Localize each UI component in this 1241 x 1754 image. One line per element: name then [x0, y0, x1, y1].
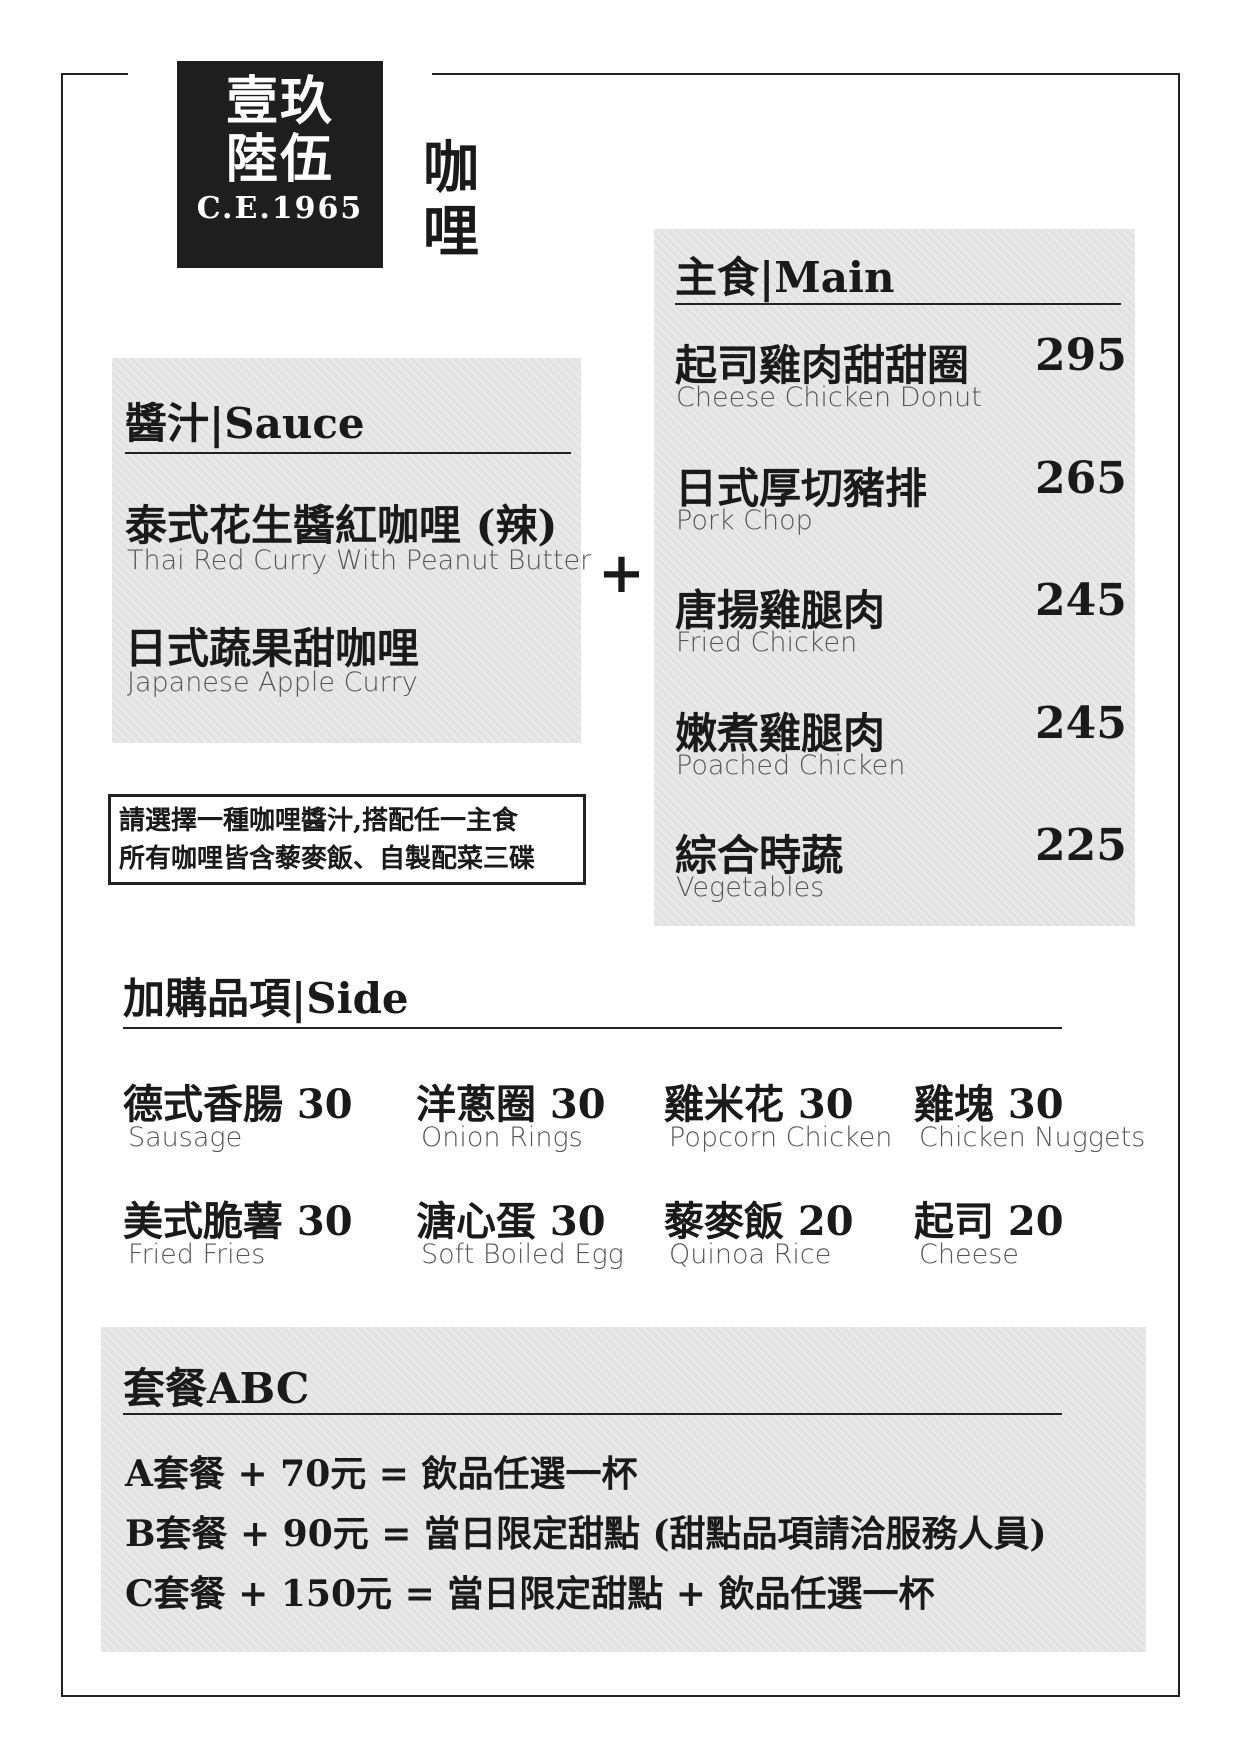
main-item-en: Vegetables: [676, 872, 825, 903]
side-item-zh: 雞米花 30: [664, 1081, 854, 1128]
main-item-price: 265: [1035, 452, 1127, 504]
divider: [675, 303, 1121, 305]
sauce-heading: 醬汁|Sauce: [125, 399, 365, 448]
menu-frame: [61, 73, 1180, 1697]
side-item-en: Fried Fries: [128, 1239, 266, 1270]
main-item-zh: 日式厚切豬排: [675, 463, 928, 513]
main-item-price: 245: [1035, 697, 1127, 749]
side-item-en: Chicken Nuggets: [919, 1122, 1146, 1153]
main-item-en: Pork Chop: [676, 504, 813, 536]
side-item-en: Cheese: [919, 1239, 1019, 1270]
side-item-en: Sausage: [128, 1122, 243, 1153]
main-item-en: Fried Chicken: [676, 627, 858, 658]
combo-line-c: C套餐 + 150元 = 當日限定甜點 + 飲品任選一杯: [125, 1573, 935, 1615]
side-item-zh: 溏心蛋 30: [416, 1198, 606, 1245]
page-title: 咖哩: [423, 135, 479, 265]
combo-line-a: A套餐 + 70元 = 飲品任選一杯: [125, 1453, 638, 1495]
main-item-price: 245: [1035, 575, 1127, 626]
main-item-zh: 唐揚雞腿肉: [675, 586, 886, 635]
side-item-en: Popcorn Chicken: [669, 1122, 893, 1153]
side-item-zh: 藜麥飯 20: [664, 1198, 854, 1245]
combo-heading: 套餐ABC: [123, 1364, 310, 1413]
plus-sign: +: [598, 540, 645, 606]
logo-line-1: 壹玖: [225, 71, 334, 132]
note-line: 請選擇一種咖哩醬汁,搭配任一主食: [119, 806, 519, 836]
side-item-en: Onion Rings: [421, 1122, 583, 1153]
main-item-en: Cheese Chicken Donut: [676, 382, 982, 413]
side-item-en: Quinoa Rice: [669, 1239, 832, 1270]
combo-panel: [101, 1327, 1146, 1652]
main-item-en: Poached Chicken: [676, 749, 906, 781]
divider: [125, 452, 571, 454]
logo-line-3: C.E.1965: [196, 191, 364, 226]
logo: 壹玖 陸伍 C.E.1965: [177, 61, 383, 268]
sauce-item-en: Japanese Apple Curry: [127, 667, 418, 698]
divider: [123, 1027, 1062, 1029]
side-item-zh: 洋蔥圈 30: [416, 1081, 606, 1128]
side-item-zh: 德式香腸 30: [123, 1081, 353, 1128]
divider: [123, 1413, 1062, 1415]
side-item-zh: 雞塊 30: [914, 1081, 1064, 1128]
side-item-zh: 起司 20: [914, 1198, 1064, 1245]
main-heading: 主食|Main: [675, 253, 895, 302]
combo-line-b: B套餐 + 90元 = 當日限定甜點 (甜點品項請洽服務人員): [125, 1513, 1047, 1555]
side-item-zh: 美式脆薯 30: [123, 1198, 353, 1245]
main-item-price: 225: [1035, 820, 1127, 871]
logo-line-2: 陸伍: [225, 129, 334, 190]
main-item-zh: 起司雞肉甜甜圈: [675, 341, 970, 390]
sauce-panel: [112, 358, 581, 743]
sauce-item-en: Thai Red Curry With Peanut Butter: [127, 545, 592, 576]
main-item-zh: 綜合時蔬: [675, 831, 844, 880]
side-item-en: Soft Boiled Egg: [421, 1239, 624, 1270]
main-item-price: 295: [1035, 330, 1127, 381]
sauce-item-zh: 日式蔬果甜咖哩: [125, 624, 420, 673]
sauce-item-zh: 泰式花生醬紅咖哩 (辣): [125, 501, 558, 550]
main-panel: [654, 229, 1135, 926]
side-heading: 加購品項|Side: [123, 974, 409, 1023]
main-item-zh: 嫩煮雞腿肉: [675, 708, 886, 758]
note-box: 請選擇一種咖哩醬汁,搭配任一主食 所有咖哩皆含藜麥飯、自製配菜三碟: [108, 794, 586, 885]
note-line: 所有咖哩皆含藜麥飯、自製配菜三碟: [119, 844, 536, 874]
